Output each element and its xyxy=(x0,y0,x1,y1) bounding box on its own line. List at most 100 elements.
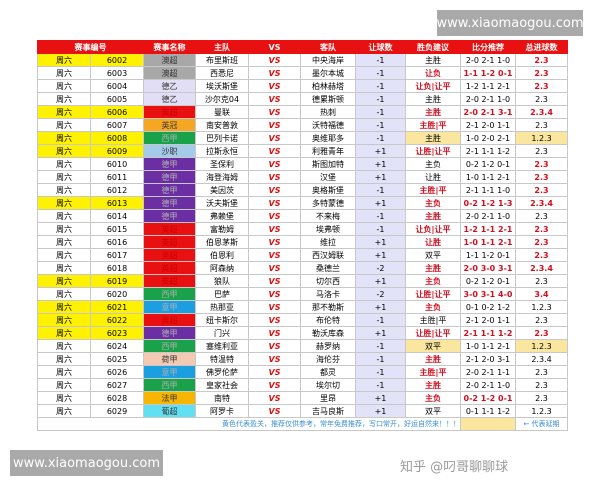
vs-cell: VS xyxy=(248,391,301,405)
vs-cell: VS xyxy=(248,248,301,262)
league-cell: 沙职 xyxy=(143,144,196,158)
away-team-cell: 埃尔切 xyxy=(300,378,356,392)
day-cell: 周六 xyxy=(37,287,91,301)
league-cell: 德甲 xyxy=(143,209,196,223)
suggestion-cell: 双平 xyxy=(405,248,461,262)
league-cell: 荷甲 xyxy=(143,352,196,366)
total-goals-cell: 2.3 xyxy=(515,248,568,262)
away-team-cell: 吉马良斯 xyxy=(300,404,356,418)
league-cell: 德甲 xyxy=(143,157,196,171)
league-cell: 澳超 xyxy=(143,53,196,67)
day-cell: 周六 xyxy=(37,391,91,405)
suggestion-cell: 主胜 xyxy=(405,92,461,106)
suggestion-cell: 主胜|平 xyxy=(405,313,461,327)
home-team-cell: 皇家社会 xyxy=(195,378,249,392)
score-cell: 1-0 1-1 2-1 xyxy=(460,170,516,184)
handicap-cell: +1 xyxy=(355,196,406,210)
match-id-cell: 6002 xyxy=(90,53,144,67)
home-team-cell: 塞维利亚 xyxy=(195,339,249,353)
table-row: 周六 6024 西甲 塞维利亚 VS 赫罗纳 -1 双平 1-0 1-1 2-1 1.2.3 xyxy=(37,339,568,353)
league-cell: 英超 xyxy=(143,313,196,327)
league-cell: 英超 xyxy=(143,248,196,262)
home-team-cell: 南特 xyxy=(195,391,249,405)
day-cell: 周六 xyxy=(37,144,91,158)
score-cell: 1-0 1-1 2-1 xyxy=(460,339,516,353)
away-team-cell: 马洛卡 xyxy=(300,287,356,301)
match-id-cell: 6019 xyxy=(90,274,144,288)
match-id-cell: 6018 xyxy=(90,261,144,275)
day-cell: 周六 xyxy=(37,118,91,132)
vs-cell: VS xyxy=(248,365,301,379)
suggestion-cell: 让胜 xyxy=(405,170,461,184)
total-goals-cell: 2.3 xyxy=(515,170,568,184)
suggestion-cell: 主胜 xyxy=(405,131,461,145)
suggestion-cell: 主胜 xyxy=(405,352,461,366)
total-goals-cell: 2.3 xyxy=(515,378,568,392)
league-cell: 英超 xyxy=(143,235,196,249)
watermark-bottom: www.xiaomaogou.com xyxy=(10,450,163,476)
table-row: 周六 6008 西甲 巴列卡诺 VS 奥维耶多 -1 主胜 1-0 2-0 2-1 1.2.3 xyxy=(37,131,568,145)
match-id-cell: 6022 xyxy=(90,313,144,327)
match-id-cell: 6026 xyxy=(90,365,144,379)
league-cell: 英超 xyxy=(143,261,196,275)
total-goals-cell: 2.3 xyxy=(515,365,568,379)
header-handicap: 让球数 xyxy=(355,40,406,54)
day-cell: 周六 xyxy=(37,222,91,236)
total-goals-cell: 2.3 xyxy=(515,157,568,171)
day-cell: 周六 xyxy=(37,170,91,184)
home-team-cell: 富勒姆 xyxy=(195,222,249,236)
table-row: 周六 6023 德甲 门兴 VS 勒沃库森 +1 让胜|让平 2-1 1-1 1-2 2.3 xyxy=(37,326,568,340)
table-row: 周六 6026 意甲 佛罗伦萨 VS 都灵 -1 主胜|平 2-0 2-1 1-1 2.3 xyxy=(37,365,568,379)
match-id-cell: 6021 xyxy=(90,300,144,314)
day-cell: 周六 xyxy=(37,352,91,366)
vs-cell: VS xyxy=(248,326,301,340)
suggestion-cell: 主负 xyxy=(405,391,461,405)
table-row: 周六 6029 葡超 阿罗卡 VS 吉马良斯 +1 双平 0-1 1-1 1-2 1.2.3 xyxy=(37,404,568,418)
total-goals-cell: 2.3 xyxy=(515,183,568,197)
total-goals-cell: 1.2.3 xyxy=(515,404,568,418)
vs-cell: VS xyxy=(248,79,301,93)
home-team-cell: 海登海姆 xyxy=(195,170,249,184)
league-cell: 德甲 xyxy=(143,183,196,197)
away-team-cell: 德累斯顿 xyxy=(300,92,356,106)
total-goals-cell: 2.3 xyxy=(515,326,568,340)
league-cell: 澳超 xyxy=(143,66,196,80)
vs-cell: VS xyxy=(248,404,301,418)
zhihu-watermark: 知乎 @叼哥聊聊球 xyxy=(400,460,509,475)
day-cell: 周六 xyxy=(37,196,91,210)
suggestion-cell: 主胜 xyxy=(405,209,461,223)
suggestion-cell: 让负|让平 xyxy=(405,79,461,93)
home-team-cell: 南安普敦 xyxy=(195,118,249,132)
suggestion-cell: 主负 xyxy=(405,274,461,288)
day-cell: 周六 xyxy=(37,66,91,80)
league-cell: 德甲 xyxy=(143,170,196,184)
suggestion-cell: 让胜|让平 xyxy=(405,287,461,301)
suggestion-cell: 主负 xyxy=(405,157,461,171)
total-goals-cell: 2.3 xyxy=(515,53,568,67)
league-cell: 英超 xyxy=(143,105,196,119)
handicap-cell: +1 xyxy=(355,391,406,405)
suggestion-cell: 主胜|平 xyxy=(405,183,461,197)
suggestion-cell: 让胜|让平 xyxy=(405,326,461,340)
table-row: 周六 6011 德甲 海登海姆 VS 汉堡 +1 让胜 1-0 1-1 2-1 2.3 xyxy=(37,170,568,184)
score-cell: 0-2 1-2 0-1 xyxy=(460,157,516,171)
away-team-cell: 柏林赫塔 xyxy=(300,79,356,93)
header-away: 客队 xyxy=(300,40,356,54)
vs-cell: VS xyxy=(248,196,301,210)
total-goals-cell: 2.3 xyxy=(515,144,568,158)
handicap-cell: -1 xyxy=(355,66,406,80)
total-goals-cell: 2.3 xyxy=(515,79,568,93)
table-row: 周六 6010 德甲 圣保利 VS 斯图加特 +1 主负 0-2 1-2 0-1 2.3 xyxy=(37,157,568,171)
suggestion-cell: 双平 xyxy=(405,404,461,418)
table-row: 周六 6014 德甲 弗赖堡 VS 不来梅 -1 主胜 2-0 2-1 1-0 2.3 xyxy=(37,209,568,223)
footer-row: 黄色代表盈关，推荐仅供参考，常年免费推荐，写口常开，好运自然来！！！ ← 代表延… xyxy=(37,417,568,431)
score-cell: 2-0 2-1 1-0 xyxy=(460,209,516,223)
footer-highlight-cell xyxy=(460,417,516,431)
score-cell: 1-2 1-1 2-1 xyxy=(460,222,516,236)
handicap-cell: +1 xyxy=(355,404,406,418)
away-team-cell: 赫罗纳 xyxy=(300,339,356,353)
handicap-cell: -1 xyxy=(355,339,406,353)
handicap-cell: -1 xyxy=(355,92,406,106)
total-goals-cell: 2.3 xyxy=(515,92,568,106)
vs-cell: VS xyxy=(248,105,301,119)
